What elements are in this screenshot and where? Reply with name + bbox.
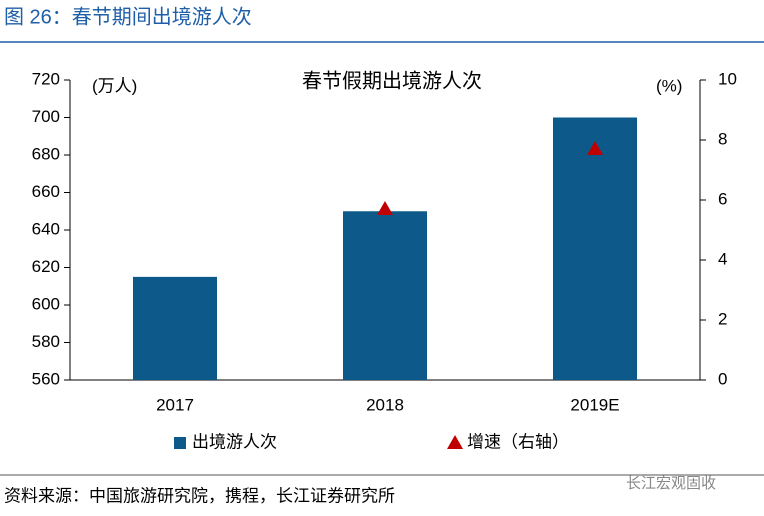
watermark: 长江宏观固收 xyxy=(626,475,716,492)
figure-title: 图 26：春节期间出境游人次 xyxy=(4,5,252,28)
y2-tick-label: 2 xyxy=(718,309,727,328)
chart-title: 春节假期出境游人次 xyxy=(302,69,482,92)
y2-tick-label: 10 xyxy=(718,69,737,88)
y2-tick-label: 4 xyxy=(718,249,727,268)
x-tick-label: 2018 xyxy=(366,395,404,414)
legend-label: 出境游人次 xyxy=(192,432,277,451)
marker xyxy=(377,201,393,215)
y-tick-label: 640 xyxy=(32,219,60,238)
bar xyxy=(133,276,217,380)
y-tick-label: 680 xyxy=(32,144,60,163)
y-tick-label: 600 xyxy=(32,294,60,313)
legend-swatch xyxy=(447,435,463,449)
y-axis-label: (万人) xyxy=(92,76,137,95)
y2-tick-label: 8 xyxy=(718,129,727,148)
x-tick-label: 2017 xyxy=(156,395,194,414)
marker xyxy=(587,141,603,155)
y-tick-label: 620 xyxy=(32,257,60,276)
source-note: 资料来源：中国旅游研究院，携程，长江证券研究所 xyxy=(4,486,395,505)
y-tick-label: 560 xyxy=(32,369,60,388)
y-tick-label: 700 xyxy=(32,107,60,126)
y2-tick-label: 6 xyxy=(718,189,727,208)
y2-tick-label: 0 xyxy=(718,369,727,388)
y2-axis-label: (%) xyxy=(656,76,682,95)
y-tick-label: 660 xyxy=(32,182,60,201)
y-tick-label: 580 xyxy=(32,332,60,351)
x-tick-label: 2019E xyxy=(570,395,619,414)
legend-label: 增速（右轴） xyxy=(467,432,569,451)
legend-swatch xyxy=(174,437,186,449)
bar xyxy=(553,117,637,380)
y-tick-label: 720 xyxy=(32,69,60,88)
bar xyxy=(343,211,427,380)
